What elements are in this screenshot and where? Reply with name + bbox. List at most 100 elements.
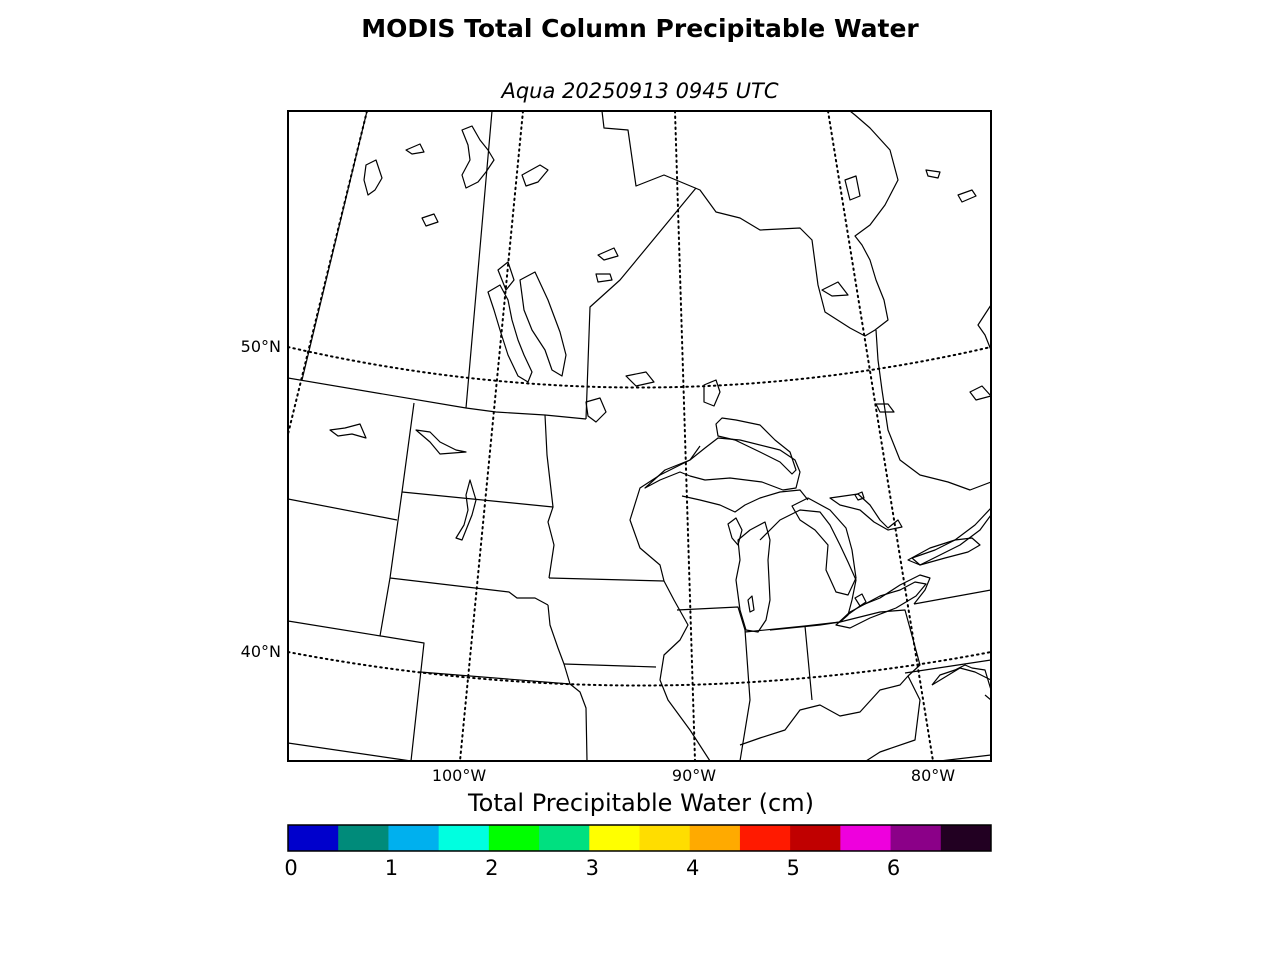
small-lake-6 xyxy=(625,371,655,387)
st-lawrence xyxy=(911,507,991,566)
lake-michigan xyxy=(735,521,771,633)
james-bay-east-coast xyxy=(875,329,991,491)
reindeer-lake xyxy=(461,125,495,189)
wisconsin-border xyxy=(629,445,701,582)
parallel-50n xyxy=(288,346,991,389)
new-mexico-border xyxy=(288,742,412,761)
akimiski-island xyxy=(821,281,849,297)
small-lake-1 xyxy=(405,143,425,155)
fort-peck-lake xyxy=(329,423,367,439)
colorbar-cell xyxy=(388,825,440,851)
wv-ky-coast xyxy=(931,664,991,701)
ohio-river xyxy=(739,675,921,761)
lake-sakakawea xyxy=(415,429,467,455)
colorbar-ticks: 0 1 2 3 4 5 6 xyxy=(284,856,900,880)
map-geography xyxy=(288,111,991,761)
colorbar-cell xyxy=(338,825,389,851)
colorbar-cell xyxy=(639,825,691,851)
hudson-bay-coast xyxy=(601,111,899,337)
belcher-islands xyxy=(844,175,861,201)
lake-st-clair xyxy=(854,593,867,607)
small-lake-2 xyxy=(421,213,439,227)
lake-winnipeg xyxy=(519,271,567,377)
colorbar xyxy=(288,825,992,851)
quebec-lake-4 xyxy=(875,403,895,413)
colorbar-tick-label: 3 xyxy=(586,856,599,880)
green-bay xyxy=(727,517,743,546)
lon-label-100w: 100°W xyxy=(432,766,487,785)
colorbar-cell xyxy=(890,825,942,851)
chart-subtitle: Aqua 20250913 0945 UTC xyxy=(501,79,779,103)
lake-winnebago xyxy=(747,595,755,613)
virginia-border xyxy=(931,667,991,686)
lake-winnipegosis xyxy=(497,261,515,291)
quebec-coast xyxy=(977,304,991,351)
lake-nipigon xyxy=(703,379,721,407)
small-lake-4 xyxy=(597,247,619,261)
montana-dakota-border xyxy=(379,402,415,637)
lake-ontario xyxy=(907,537,981,566)
colorbar-tick-label: 2 xyxy=(485,856,498,880)
mississippi-river xyxy=(659,580,711,761)
georgian-bay xyxy=(829,493,903,531)
parallel-40n xyxy=(288,651,991,687)
colorbar-cell xyxy=(438,825,490,851)
colorbar-tick-label: 1 xyxy=(385,856,398,880)
map-frame xyxy=(287,110,992,762)
manitoba-ontario-border xyxy=(585,187,697,420)
graticule xyxy=(288,111,991,761)
lon-label-80w: 80°W xyxy=(911,766,955,785)
small-lake-3 xyxy=(521,164,549,187)
colorbar-cell xyxy=(539,825,590,851)
michigan-lower-peninsula xyxy=(759,509,857,631)
chart-title: MODIS Total Column Precipitable Water xyxy=(361,14,919,43)
lat-label-40n: 40°N xyxy=(241,642,281,661)
colorbar-cell xyxy=(589,825,640,851)
colorbar-tick-label: 5 xyxy=(786,856,799,880)
isle-royale xyxy=(715,417,797,475)
lake-erie xyxy=(835,581,927,629)
meridian-110w xyxy=(288,111,368,435)
lake-sask xyxy=(363,159,383,196)
iowa-north-border xyxy=(548,577,665,582)
lake-superior xyxy=(644,437,801,491)
quebec-lake-1 xyxy=(925,169,941,179)
colorbar-cell xyxy=(790,825,841,851)
michigan-upper-peninsula xyxy=(681,489,809,513)
small-lake-5 xyxy=(595,273,613,283)
nd-sd-border xyxy=(401,491,554,508)
colorado-border xyxy=(288,620,425,761)
quebec-lake-3 xyxy=(969,385,991,401)
colorbar-tick-label: 6 xyxy=(887,856,900,880)
lake-nipissing xyxy=(854,491,865,501)
meridian-90w xyxy=(674,111,696,761)
canada-us-border-west xyxy=(288,377,587,420)
lat-label-50n: 50°N xyxy=(241,337,281,356)
indiana-ohio-border xyxy=(744,625,813,701)
pennsylvania-border xyxy=(913,589,991,605)
illinois-indiana-border xyxy=(676,606,751,761)
colorbar-tick-label: 4 xyxy=(686,856,699,880)
colorbar-cell xyxy=(488,825,540,851)
quebec-lake-2 xyxy=(957,189,977,203)
ontario-south-shore xyxy=(845,574,931,617)
colorbar-cell xyxy=(288,825,339,851)
meridian-80w xyxy=(827,111,934,761)
colorbar-tick-label: 0 xyxy=(284,856,297,880)
colorbar-title: Total Precipitable Water (cm) xyxy=(467,789,814,817)
ne-ks-border xyxy=(419,671,571,685)
meridian-100w xyxy=(459,111,524,761)
wyoming-border xyxy=(288,498,398,521)
colorbar-cell xyxy=(689,825,741,851)
missouri-river xyxy=(547,604,588,761)
oahe-reservoir xyxy=(455,479,477,541)
manitoba-west-border xyxy=(465,111,493,409)
colorbar-frame xyxy=(287,824,992,852)
lon-label-90w: 90°W xyxy=(672,766,716,785)
iowa-south-border xyxy=(563,663,657,668)
colorbar-cell xyxy=(739,825,791,851)
minnesota-west-border xyxy=(544,414,555,579)
lake-manitoba xyxy=(487,284,533,383)
lake-of-the-woods xyxy=(585,397,607,423)
